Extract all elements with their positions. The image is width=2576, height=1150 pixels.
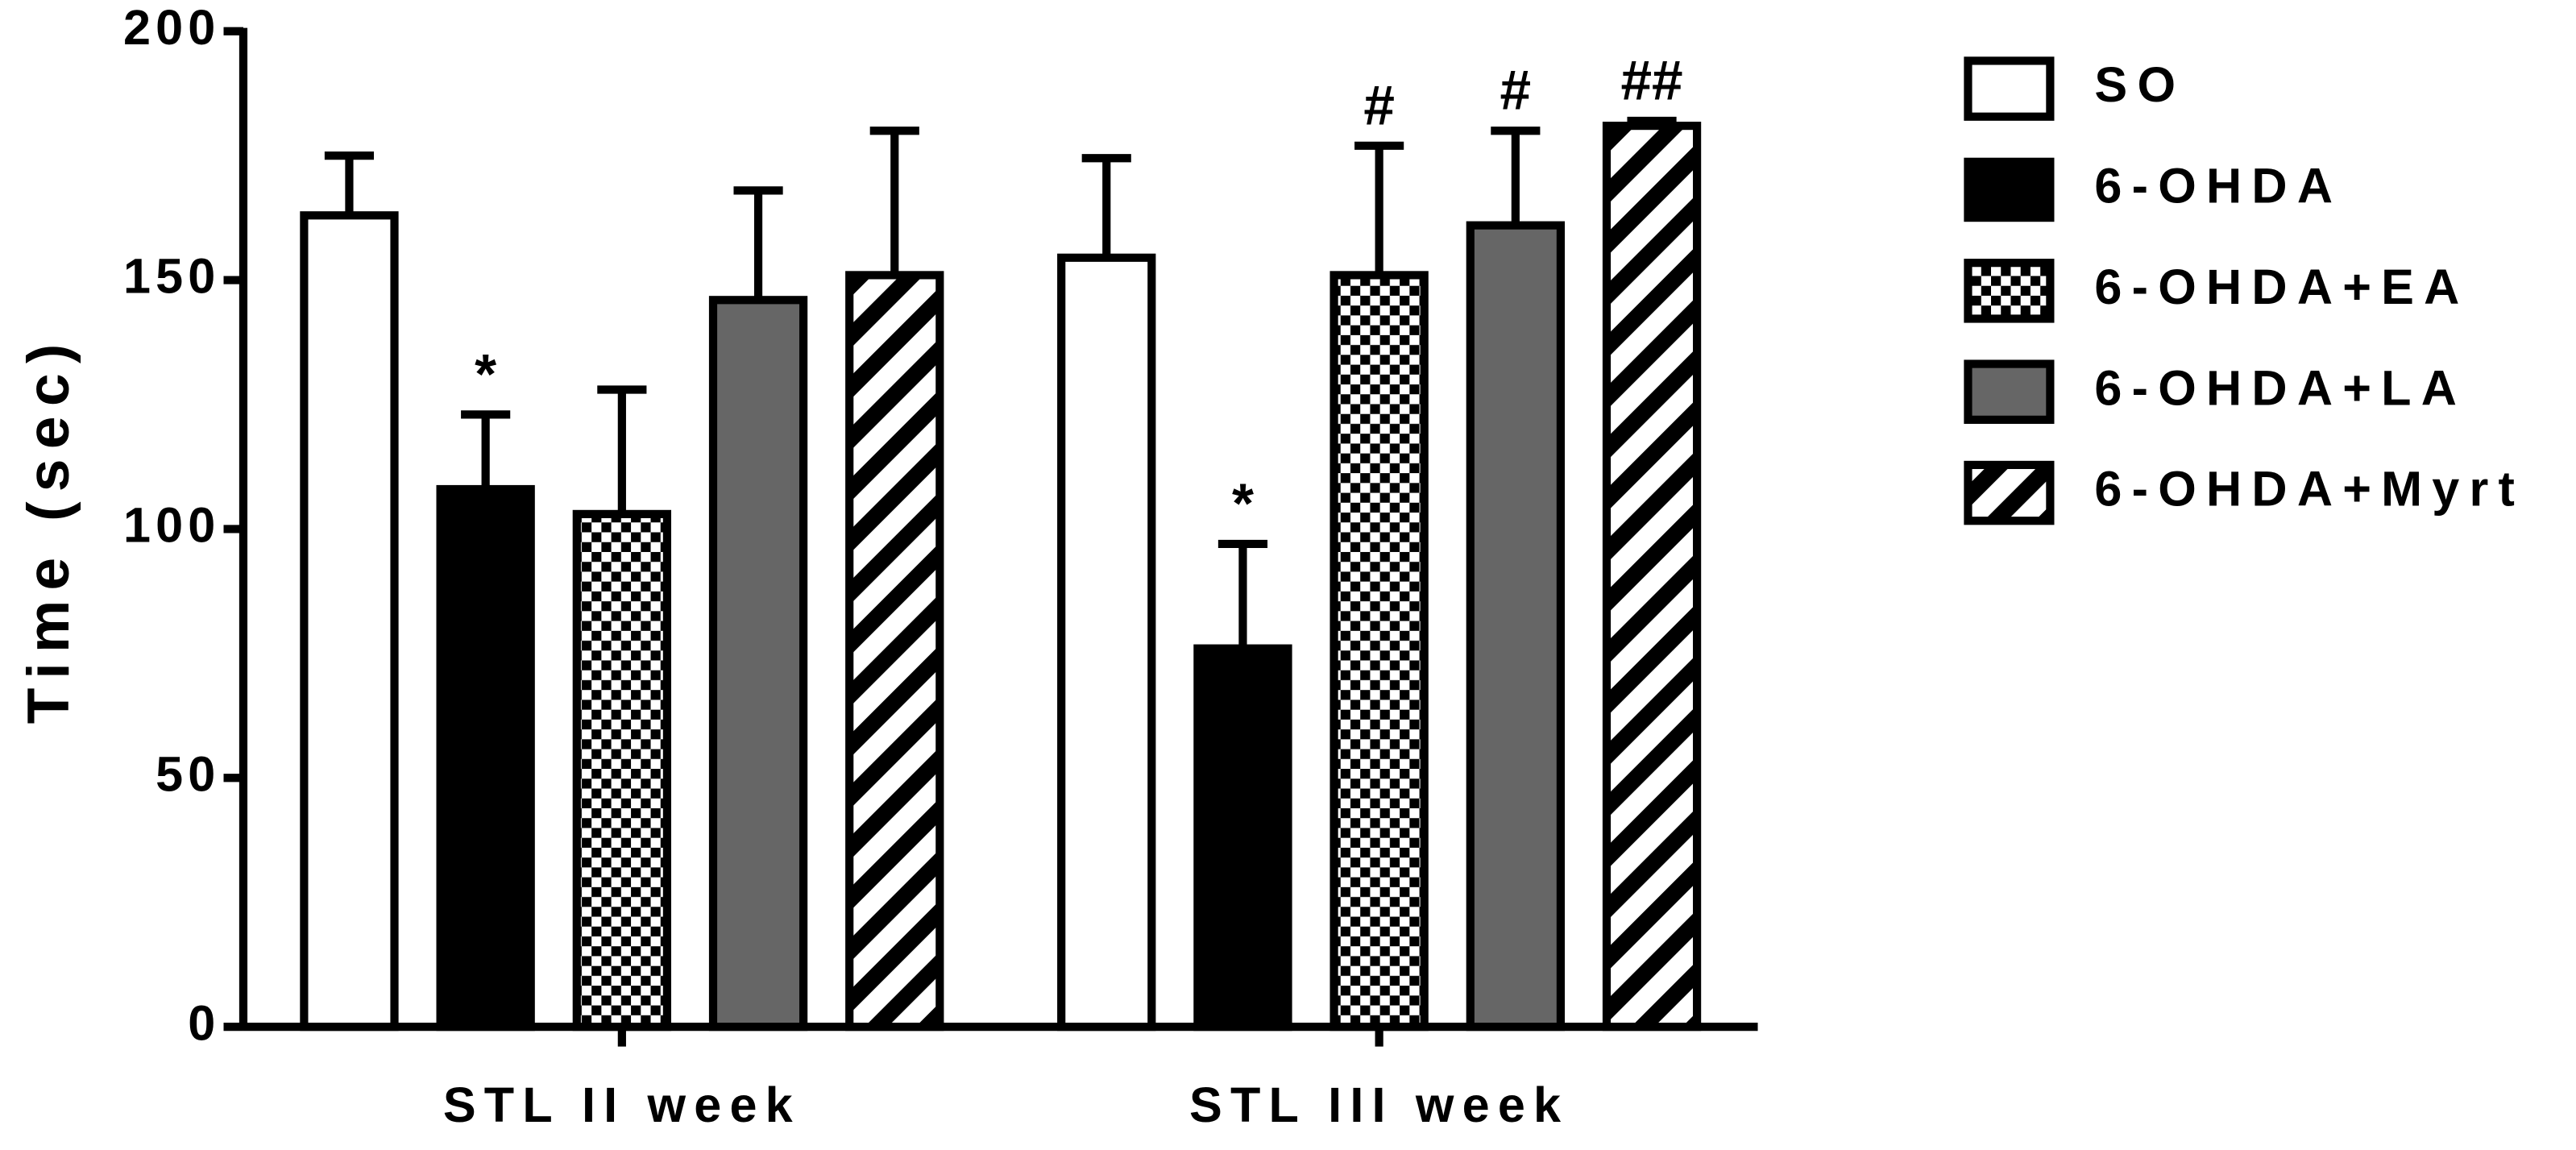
legend-label: 6-OHDA — [2094, 159, 2342, 214]
legend-label: 6-OHDA+Myrt — [2094, 462, 2524, 517]
legend-swatch — [1964, 259, 2055, 323]
bar — [708, 296, 808, 1032]
bar — [1329, 271, 1429, 1032]
significance-mark: # — [1363, 73, 1395, 136]
bar — [572, 509, 672, 1032]
legend-swatch — [1964, 359, 2055, 424]
bar — [436, 484, 535, 1032]
y-tick-label: 50 — [156, 746, 220, 801]
legend-swatch — [1964, 157, 2055, 222]
significance-mark: ## — [1620, 48, 1682, 111]
y-tick-label: 100 — [123, 498, 220, 553]
y-tick-label: 150 — [123, 249, 220, 304]
legend-swatch — [1964, 56, 2055, 121]
legend-label: 6-OHDA+LA — [2094, 360, 2466, 415]
x-tick-label: STL II week — [443, 1077, 801, 1132]
bar — [1193, 644, 1292, 1032]
bar — [300, 211, 399, 1032]
legend-label: 6-OHDA+EA — [2094, 259, 2469, 314]
legend-label: SO — [2094, 57, 2185, 112]
x-tick-label: STL III week — [1189, 1077, 1569, 1132]
significance-mark: * — [1232, 471, 1254, 534]
y-tick-label: 0 — [188, 995, 220, 1050]
legend-swatch — [1964, 460, 2055, 525]
bar — [1057, 253, 1156, 1032]
significance-mark: # — [1500, 59, 1532, 122]
significance-mark: * — [475, 343, 496, 405]
bar — [1602, 121, 1702, 1032]
bar — [845, 271, 944, 1032]
y-tick-label: 200 — [123, 0, 220, 55]
bar — [1466, 221, 1565, 1032]
y-axis-label: Time (sec) — [15, 334, 81, 724]
